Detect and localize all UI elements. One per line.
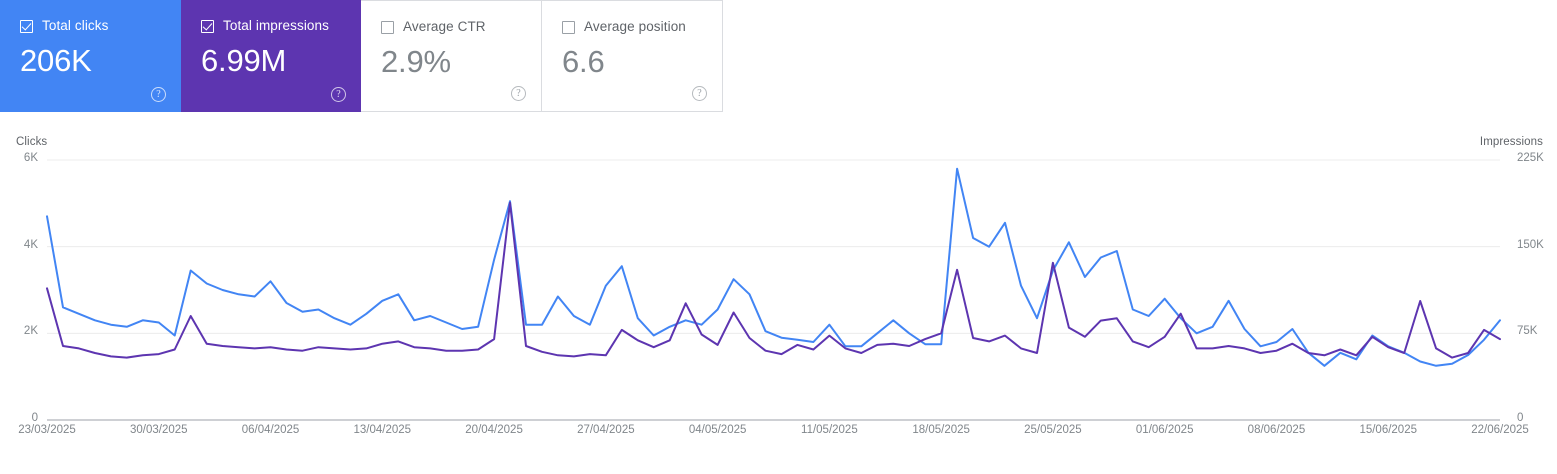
x-axis-tick: 30/03/2025 — [129, 424, 188, 436]
y-axis-right-tick: 150K — [1517, 238, 1544, 251]
x-axis-tick: 13/04/2025 — [353, 424, 412, 436]
help-icon[interactable]: ? — [511, 86, 526, 101]
metric-label-total-impressions: Total impressions — [223, 18, 329, 33]
x-axis-tick: 23/03/2025 — [18, 424, 76, 436]
checkbox-unchecked-icon[interactable] — [562, 20, 575, 34]
metric-label-average-position: Average position — [584, 19, 686, 34]
checkbox-unchecked-icon[interactable] — [381, 20, 394, 34]
metric-card-average-position[interactable]: Average position 6.6 ? — [542, 0, 723, 112]
x-axis-tick: 18/05/2025 — [912, 424, 970, 436]
metric-card-header: Average CTR — [381, 19, 541, 35]
y-axis-left-title: Clicks — [16, 136, 48, 148]
y-axis-right-title: Impressions — [1479, 136, 1543, 148]
metric-value-average-position: 6.6 — [562, 44, 605, 79]
metric-value-average-ctr: 2.9% — [381, 44, 451, 79]
x-axis-tick: 25/05/2025 — [1024, 424, 1082, 436]
chart-plot-area — [46, 159, 1501, 421]
metric-card-total-clicks[interactable]: Total clicks 206K ? — [0, 0, 181, 112]
metric-card-total-impressions[interactable]: Total impressions 6.99M ? — [181, 0, 361, 112]
y-axis-left-tick: 4K — [23, 238, 38, 251]
series-line-clicks — [46, 167, 1501, 367]
metric-label-average-ctr: Average CTR — [403, 19, 486, 34]
x-axis-tick: 20/04/2025 — [465, 424, 523, 436]
help-icon[interactable]: ? — [331, 87, 346, 102]
y-axis-right-tick: 75K — [1517, 325, 1538, 338]
checkbox-checked-icon[interactable] — [201, 19, 214, 33]
y-axis-right-tick: 0 — [1517, 412, 1524, 424]
metric-card-header: Total impressions — [201, 18, 361, 34]
metric-value-total-impressions: 6.99M — [201, 43, 287, 78]
y-axis-left-tick: 6K — [23, 152, 38, 164]
y-axis-right-tick: 225K — [1517, 152, 1544, 164]
metric-card-average-ctr[interactable]: Average CTR 2.9% ? — [361, 0, 542, 112]
help-icon[interactable]: ? — [151, 87, 166, 102]
metric-value-total-clicks: 206K — [20, 43, 92, 78]
y-axis-left-tick: 0 — [31, 412, 38, 424]
checkbox-checked-icon[interactable] — [20, 19, 33, 33]
x-axis-tick: 22/06/2025 — [1471, 424, 1529, 436]
x-axis-tick: 08/06/2025 — [1247, 424, 1306, 436]
series-line-impressions — [46, 201, 1501, 359]
x-axis-tick: 01/06/2025 — [1135, 424, 1194, 436]
y-axis-left-tick: 2K — [23, 325, 38, 338]
x-axis-tick: 27/04/2025 — [577, 424, 635, 436]
metric-card-header: Total clicks — [20, 18, 181, 34]
x-axis-tick: 11/05/2025 — [801, 424, 858, 436]
metric-label-total-clicks: Total clicks — [42, 18, 109, 33]
x-axis-tick: 06/04/2025 — [241, 424, 300, 436]
metric-cards: Total clicks 206K ? Total impressions 6.… — [0, 0, 723, 112]
x-axis-tick: 04/05/2025 — [688, 424, 747, 436]
performance-chart[interactable]: Clicks Impressions 0 2K 4K 6K 0 75K 150K 225K … — [0, 112, 1557, 474]
help-icon[interactable]: ? — [692, 86, 707, 101]
metric-card-header: Average position — [562, 19, 722, 35]
x-axis-tick: 15/06/2025 — [1359, 424, 1417, 436]
